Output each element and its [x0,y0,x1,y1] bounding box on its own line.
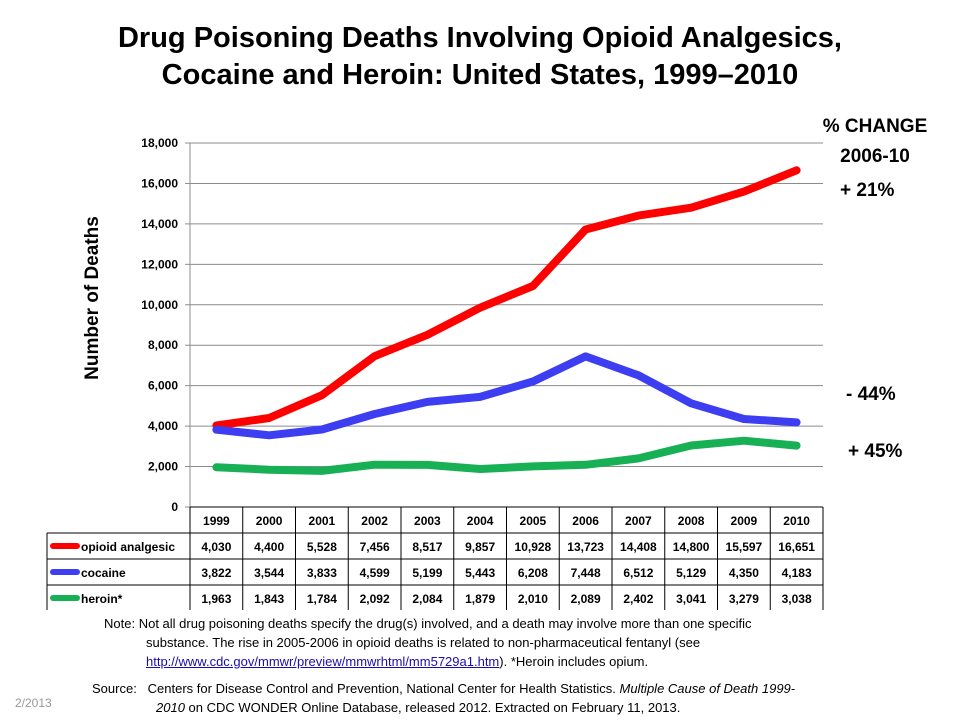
source-text1: Centers for Disease Control and Preventi… [147,681,620,696]
data-label: 3,544 [254,566,284,580]
legend-label: heroin* [81,592,123,606]
y-tick-label: 14,000 [141,217,178,231]
data-label: 13,723 [567,540,604,554]
pct-change-heroin: + 45% [848,441,903,462]
data-label: 2,010 [518,592,548,606]
note: Note: Not all drug poisoning deaths spec… [104,614,874,671]
chart-title-line1: Drug Poisoning Deaths Involving Opioid A… [117,22,842,54]
note-line1: Not all drug poisoning deaths specify th… [138,616,752,631]
x-tick-label: 2007 [625,514,652,528]
chart-title: Drug Poisoning Deaths Involving Opioid A… [0,20,960,94]
data-label: 8,517 [412,540,442,554]
line-chart: 0 2,000 4,000 6,000 8,000 10,000 12,000 14,000 1… [46,136,824,610]
pct-change-period: 2006-10 [840,146,910,167]
data-label: 14,408 [620,540,657,554]
y-tick-label: 12,000 [141,257,178,271]
data-label: 3,833 [307,566,337,580]
x-tick-label: 2009 [731,514,758,528]
data-label: 1,784 [307,592,337,606]
x-tick-label: 2000 [256,514,283,528]
x-tick-label: 2006 [572,514,599,528]
y-tick-label: 18,000 [141,136,178,150]
data-label: 16,651 [778,540,815,554]
data-label: 3,822 [201,566,231,580]
series-line [212,436,801,475]
data-label: 2,084 [412,592,442,606]
note-prefix: Note: [104,616,136,631]
data-label: 10,928 [515,540,552,554]
data-label: 9,857 [465,540,495,554]
y-tick-label: 2,000 [148,460,178,474]
data-label: 1,963 [201,592,231,606]
data-label: 2,092 [360,592,390,606]
data-label: 4,599 [360,566,390,580]
x-tick-label: 2010 [783,514,810,528]
mmwr-link[interactable]: http://www.cdc.gov/mmwr/preview/mmwrhtml… [146,654,500,669]
y-tick-label: 10,000 [141,298,178,312]
data-label: 1,879 [465,592,495,606]
x-tick-label: 2005 [520,514,547,528]
chart-title-line2: Cocaine and Heroin: United States, 1999–… [161,59,799,91]
pct-change-header: % CHANGE 2006-10 [805,112,945,172]
data-label: 3,038 [782,592,812,606]
data-label: 4,030 [201,540,231,554]
y-tick-label: 8,000 [148,338,178,352]
data-label: 6,512 [623,566,653,580]
data-label: 2,402 [623,592,653,606]
data-label: 7,448 [571,566,601,580]
data-label: 14,800 [673,540,710,554]
x-tick-label: 2003 [414,514,441,528]
data-label: 3,279 [729,592,759,606]
date-stamp: 2/2013 [15,696,52,710]
data-label: 3,041 [676,592,706,606]
source-prefix: Source: [92,681,137,696]
pct-change-cocaine: - 44% [846,384,896,405]
note-line3: ). *Heroin includes opium. [499,654,649,669]
pct-change-opioid: + 21% [840,180,895,201]
y-axis-label: Number of Deaths [82,216,103,380]
data-label: 4,183 [782,566,812,580]
series-line [212,352,801,440]
series-line [212,166,801,430]
data-label: 6,208 [518,566,548,580]
data-label: 1,843 [254,592,284,606]
y-tick-label: 6,000 [148,379,178,393]
y-tick-label: 0 [171,500,178,514]
y-tick-label: 4,000 [148,419,178,433]
y-tick-label: 16,000 [141,176,178,190]
data-label: 5,129 [676,566,706,580]
data-label: 5,528 [307,540,337,554]
data-label: 4,350 [729,566,759,580]
legend-label: opioid analgesic [81,540,175,554]
data-label: 4,400 [254,540,284,554]
x-tick-label: 1999 [203,514,230,528]
source-text2: on CDC WONDER Online Database, released … [184,700,681,715]
x-tick-label: 2004 [467,514,494,528]
data-label: 5,199 [412,566,442,580]
data-label: 7,456 [360,540,390,554]
legend-label: cocaine [81,566,126,580]
note-line2: substance. The rise in 2005-2006 in opio… [146,635,701,650]
x-tick-label: 2008 [678,514,705,528]
x-tick-label: 2001 [309,514,336,528]
data-label: 5,443 [465,566,495,580]
source-italic1: Multiple Cause of Death 1999- [619,681,796,696]
x-tick-label: 2002 [361,514,388,528]
data-label: 15,597 [726,540,763,554]
pct-change-label: % CHANGE [822,116,928,137]
data-label: 2,089 [571,592,601,606]
source-italic2: 2010 [156,700,185,715]
source-note: Source: Centers for Disease Control and … [92,679,892,717]
